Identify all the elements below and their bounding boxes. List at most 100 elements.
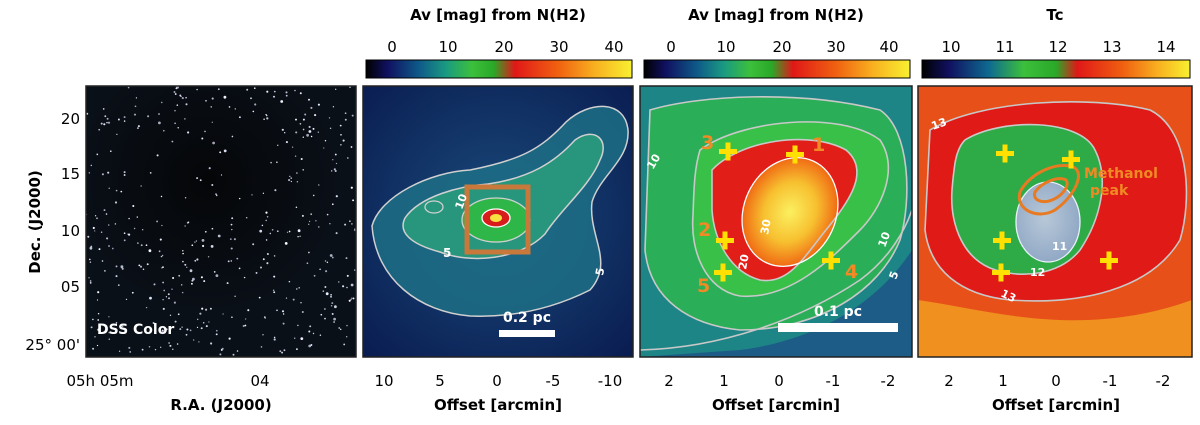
star	[211, 183, 214, 187]
star	[332, 159, 334, 161]
star	[313, 274, 316, 277]
star	[87, 235, 90, 238]
star	[226, 282, 229, 285]
star	[335, 232, 338, 235]
star	[308, 223, 310, 225]
star	[308, 130, 312, 133]
star	[145, 306, 148, 309]
star	[300, 302, 302, 304]
star	[272, 289, 275, 291]
star	[185, 96, 187, 99]
star	[125, 298, 128, 301]
star	[301, 310, 304, 314]
star	[96, 299, 99, 301]
star	[339, 328, 342, 331]
star	[246, 88, 249, 91]
star	[285, 141, 288, 144]
star	[101, 173, 104, 176]
methanol-contour	[1032, 177, 1069, 204]
star	[308, 98, 310, 101]
star	[295, 118, 297, 121]
star	[196, 177, 199, 180]
star	[194, 259, 197, 262]
star	[103, 123, 106, 126]
star	[116, 133, 118, 136]
star	[92, 226, 95, 230]
star	[94, 215, 97, 217]
star	[301, 214, 304, 217]
star	[273, 255, 276, 257]
star	[211, 227, 214, 230]
star	[215, 274, 219, 277]
star	[297, 324, 299, 327]
star	[111, 247, 114, 250]
star	[179, 328, 182, 331]
star	[346, 274, 349, 277]
star	[107, 121, 111, 124]
star	[212, 141, 216, 145]
star	[259, 229, 263, 233]
star	[335, 162, 338, 165]
star	[294, 89, 296, 92]
star	[286, 231, 289, 233]
star	[230, 260, 233, 262]
star	[299, 92, 302, 95]
x-tick-label: 0	[1051, 372, 1061, 390]
colorbar-title: Tc	[1046, 6, 1063, 24]
star	[222, 313, 224, 315]
star	[185, 103, 188, 106]
colorbar-tick-label: 20	[494, 38, 513, 56]
star	[190, 282, 193, 285]
star	[146, 263, 149, 266]
colorbar-tick-label: 40	[604, 38, 623, 56]
star	[297, 235, 299, 238]
star	[302, 128, 305, 131]
methanol-peak-label: Methanol peak	[1084, 166, 1163, 199]
star	[342, 285, 345, 288]
star	[260, 266, 262, 269]
star	[233, 238, 236, 241]
star	[333, 317, 336, 321]
star	[334, 153, 337, 156]
star	[306, 262, 309, 265]
star	[182, 260, 184, 263]
x-tick-label: -2	[881, 372, 896, 390]
star	[158, 250, 161, 253]
scale-bar-label: 0.2 pc	[503, 310, 551, 326]
star	[123, 232, 126, 235]
star	[142, 268, 145, 271]
star	[262, 192, 265, 194]
star	[295, 206, 298, 208]
star	[260, 346, 263, 348]
star	[338, 327, 341, 329]
star	[228, 106, 231, 108]
star	[346, 324, 348, 327]
star	[352, 297, 355, 300]
star	[108, 338, 111, 340]
star	[158, 121, 161, 125]
star	[132, 204, 135, 208]
star	[262, 258, 265, 261]
star	[123, 171, 126, 174]
star	[261, 224, 264, 227]
star	[331, 170, 333, 172]
star	[296, 348, 298, 350]
marker-plus	[714, 142, 840, 282]
star	[251, 194, 253, 196]
star	[149, 296, 152, 300]
star	[324, 260, 327, 262]
star	[196, 88, 198, 91]
star	[154, 348, 157, 351]
star	[174, 93, 177, 95]
x-tick-label: 10	[374, 372, 393, 390]
star	[302, 118, 305, 121]
star	[325, 292, 329, 296]
star	[185, 333, 188, 336]
star	[350, 283, 354, 287]
star	[263, 118, 265, 120]
star	[221, 347, 224, 350]
star	[168, 297, 170, 300]
star	[145, 244, 148, 247]
x-axis-label: Offset [arcmin]	[712, 396, 840, 414]
